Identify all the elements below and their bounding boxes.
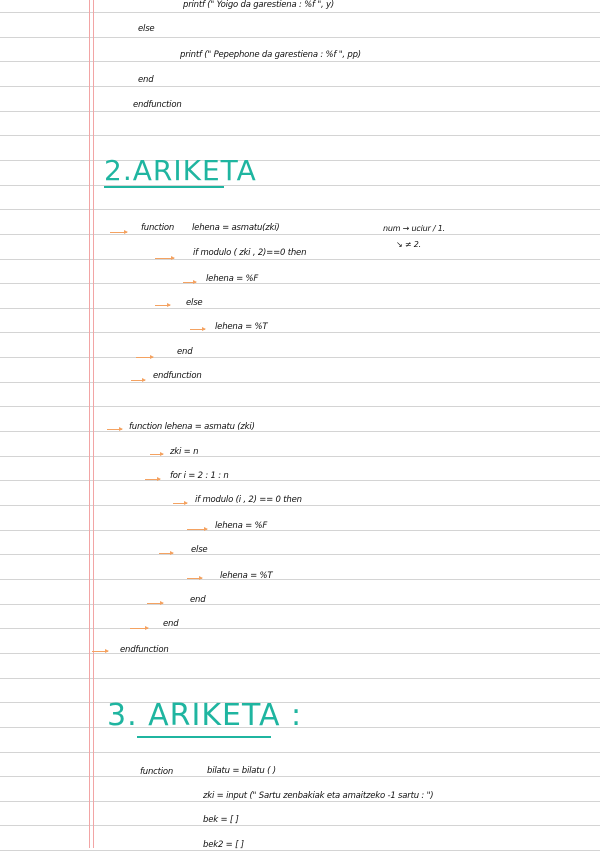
- rule-line: [0, 579, 600, 580]
- rule-line: [0, 12, 600, 13]
- code-line: printf (" Yoigo da garestiena : %f ", y): [183, 0, 334, 10]
- code-line: else: [186, 298, 203, 308]
- arrow-icon: [187, 576, 203, 580]
- code-line: end: [177, 347, 193, 357]
- rule-line: [0, 480, 600, 481]
- arrow-icon: [147, 601, 164, 605]
- heading-underline: [137, 736, 271, 738]
- code-line: end: [138, 75, 154, 85]
- rule-line: [0, 185, 600, 186]
- rule-line: [0, 86, 600, 87]
- rule-line: [0, 135, 600, 136]
- rule-line: [0, 678, 600, 679]
- code-line: bilatu = bilatu ( ): [207, 766, 276, 776]
- rule-line: [0, 61, 600, 62]
- rule-line: [0, 702, 600, 703]
- rule-line: [0, 234, 600, 235]
- rule-line: [0, 259, 600, 260]
- rule-line: [0, 209, 600, 210]
- code-line: lehena = %T: [220, 571, 273, 581]
- code-line: zki = n: [170, 447, 199, 457]
- arrow-icon: [145, 477, 161, 481]
- arrow-icon: [131, 378, 146, 382]
- arrow-icon: [183, 280, 197, 284]
- rule-line: [0, 727, 600, 728]
- rule-line: [0, 505, 600, 506]
- code-line: function: [141, 223, 175, 233]
- code-line: endfunction: [133, 100, 182, 110]
- rule-line: [0, 111, 600, 112]
- arrow-icon: [190, 327, 206, 331]
- rule-line: [0, 357, 600, 358]
- arrow-icon: [136, 355, 154, 359]
- rule-line: [0, 554, 600, 555]
- arrow-icon: [150, 452, 164, 456]
- rule-line: [0, 752, 600, 753]
- arrow-icon: [130, 626, 149, 630]
- rule-line: [0, 653, 600, 654]
- arrow-icon: [173, 501, 188, 505]
- rule-line: [0, 332, 600, 333]
- rule-line: [0, 406, 600, 407]
- margin-line: [89, 0, 90, 848]
- rule-line: [0, 628, 600, 629]
- rule-line: [0, 801, 600, 802]
- margin-note: num → uciur / 1.: [383, 224, 445, 233]
- code-line: if modulo ( zki , 2)==0 then: [193, 248, 307, 258]
- code-line: lehena = %F: [215, 521, 268, 531]
- code-line: for i = 2 : 1 : n: [170, 471, 229, 481]
- code-line: lehena = %F: [206, 274, 259, 284]
- code-line: function lehena = asmatu (zki): [129, 422, 255, 432]
- rule-line: [0, 382, 600, 383]
- code-line: if modulo (i , 2) == 0 then: [195, 495, 302, 505]
- arrow-icon: [92, 649, 109, 653]
- margin-line: [93, 0, 94, 848]
- rule-line: [0, 431, 600, 432]
- code-line: function: [140, 767, 174, 777]
- arrow-icon: [155, 256, 175, 260]
- rule-line: [0, 160, 600, 161]
- code-line: lehena = %T: [215, 322, 268, 332]
- rule-line: [0, 308, 600, 309]
- rule-line: [0, 530, 600, 531]
- code-line: else: [191, 545, 208, 555]
- heading-underline: [104, 186, 224, 188]
- code-line: printf (" Pepephone da garestiena : %f "…: [180, 50, 361, 60]
- arrow-icon: [187, 527, 208, 531]
- rule-line: [0, 456, 600, 457]
- code-line: lehena = asmatu(zki): [192, 223, 280, 233]
- rule-line: [0, 37, 600, 38]
- code-line: else: [138, 24, 155, 34]
- code-line: end: [190, 595, 206, 605]
- arrow-icon: [107, 427, 123, 431]
- code-line: bek2 = [ ]: [203, 840, 244, 850]
- section-heading: 3. ARIKETA :: [107, 698, 303, 733]
- section-heading: 2.ARIKETA: [104, 154, 257, 187]
- rule-line: [0, 776, 600, 777]
- code-line: zki = input (" Sartu zenbakiak eta amait…: [203, 791, 434, 801]
- code-line: end: [163, 619, 179, 629]
- rule-line: [0, 283, 600, 284]
- code-line: endfunction: [153, 371, 202, 381]
- code-line: endfunction: [120, 645, 169, 655]
- code-line: bek = [ ]: [203, 815, 239, 825]
- arrow-icon: [155, 303, 171, 307]
- rule-line: [0, 604, 600, 605]
- margin-note: ↘ ≠ 2.: [396, 240, 421, 249]
- rule-line: [0, 825, 600, 826]
- arrow-icon: [159, 551, 174, 555]
- arrow-icon: [110, 230, 128, 234]
